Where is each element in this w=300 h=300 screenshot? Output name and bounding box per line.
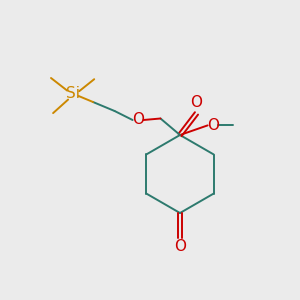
- Text: O: O: [132, 112, 144, 128]
- Text: O: O: [207, 118, 219, 133]
- Text: O: O: [174, 239, 186, 254]
- Text: O: O: [190, 95, 202, 110]
- Text: Si: Si: [66, 86, 80, 101]
